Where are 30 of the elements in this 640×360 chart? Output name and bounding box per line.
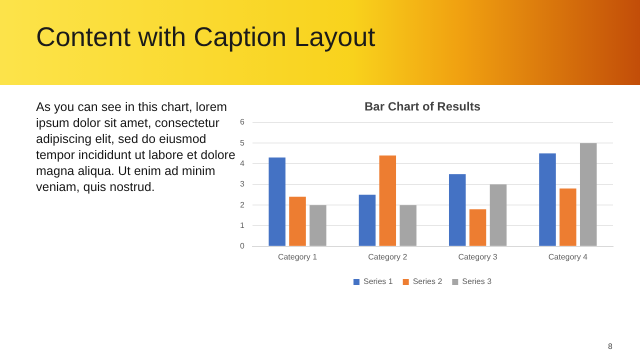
text: Content with Caption Layout	[36, 22, 376, 53]
y-tick-label: 3	[240, 180, 245, 189]
y-tick-label: 4	[240, 158, 245, 168]
bar	[448, 174, 466, 246]
y-tick-label: 6	[240, 118, 245, 127]
x-tick-label: Category 4	[548, 252, 588, 262]
bar	[400, 205, 416, 246]
y-tick-label: 2	[240, 200, 245, 210]
bar	[580, 143, 597, 246]
chart-title: Bar Chart of Results	[364, 100, 481, 114]
x-tick-label: Category 3	[458, 252, 498, 262]
x-tick-label: Category 1	[278, 252, 318, 262]
y-tick-label: 5	[240, 138, 245, 148]
y-tick-label: 1	[240, 220, 245, 230]
x-tick-label: Category 2	[368, 252, 408, 262]
bar	[539, 153, 556, 246]
legend-label: Series 1	[363, 277, 394, 286]
bar	[469, 209, 486, 246]
y-tick-label: 0	[240, 242, 245, 251]
bar	[358, 194, 376, 246]
text: 8	[608, 342, 612, 351]
bar	[289, 196, 306, 246]
bar	[268, 158, 286, 246]
bar	[490, 184, 507, 246]
legend-label: Series 2	[412, 277, 443, 286]
text: As you can see in this chart, lorem ipsum dolor sit amet, consectetur adipiscing elit, sed do eiusmod tempor incididunt ut labore et dolore magna aliqua. Ut enim ad minim veniam, quis nostrud.	[36, 99, 236, 195]
legend-label: Series 3	[462, 277, 492, 286]
bar	[560, 188, 576, 246]
bar	[379, 155, 396, 246]
bar	[310, 205, 326, 246]
